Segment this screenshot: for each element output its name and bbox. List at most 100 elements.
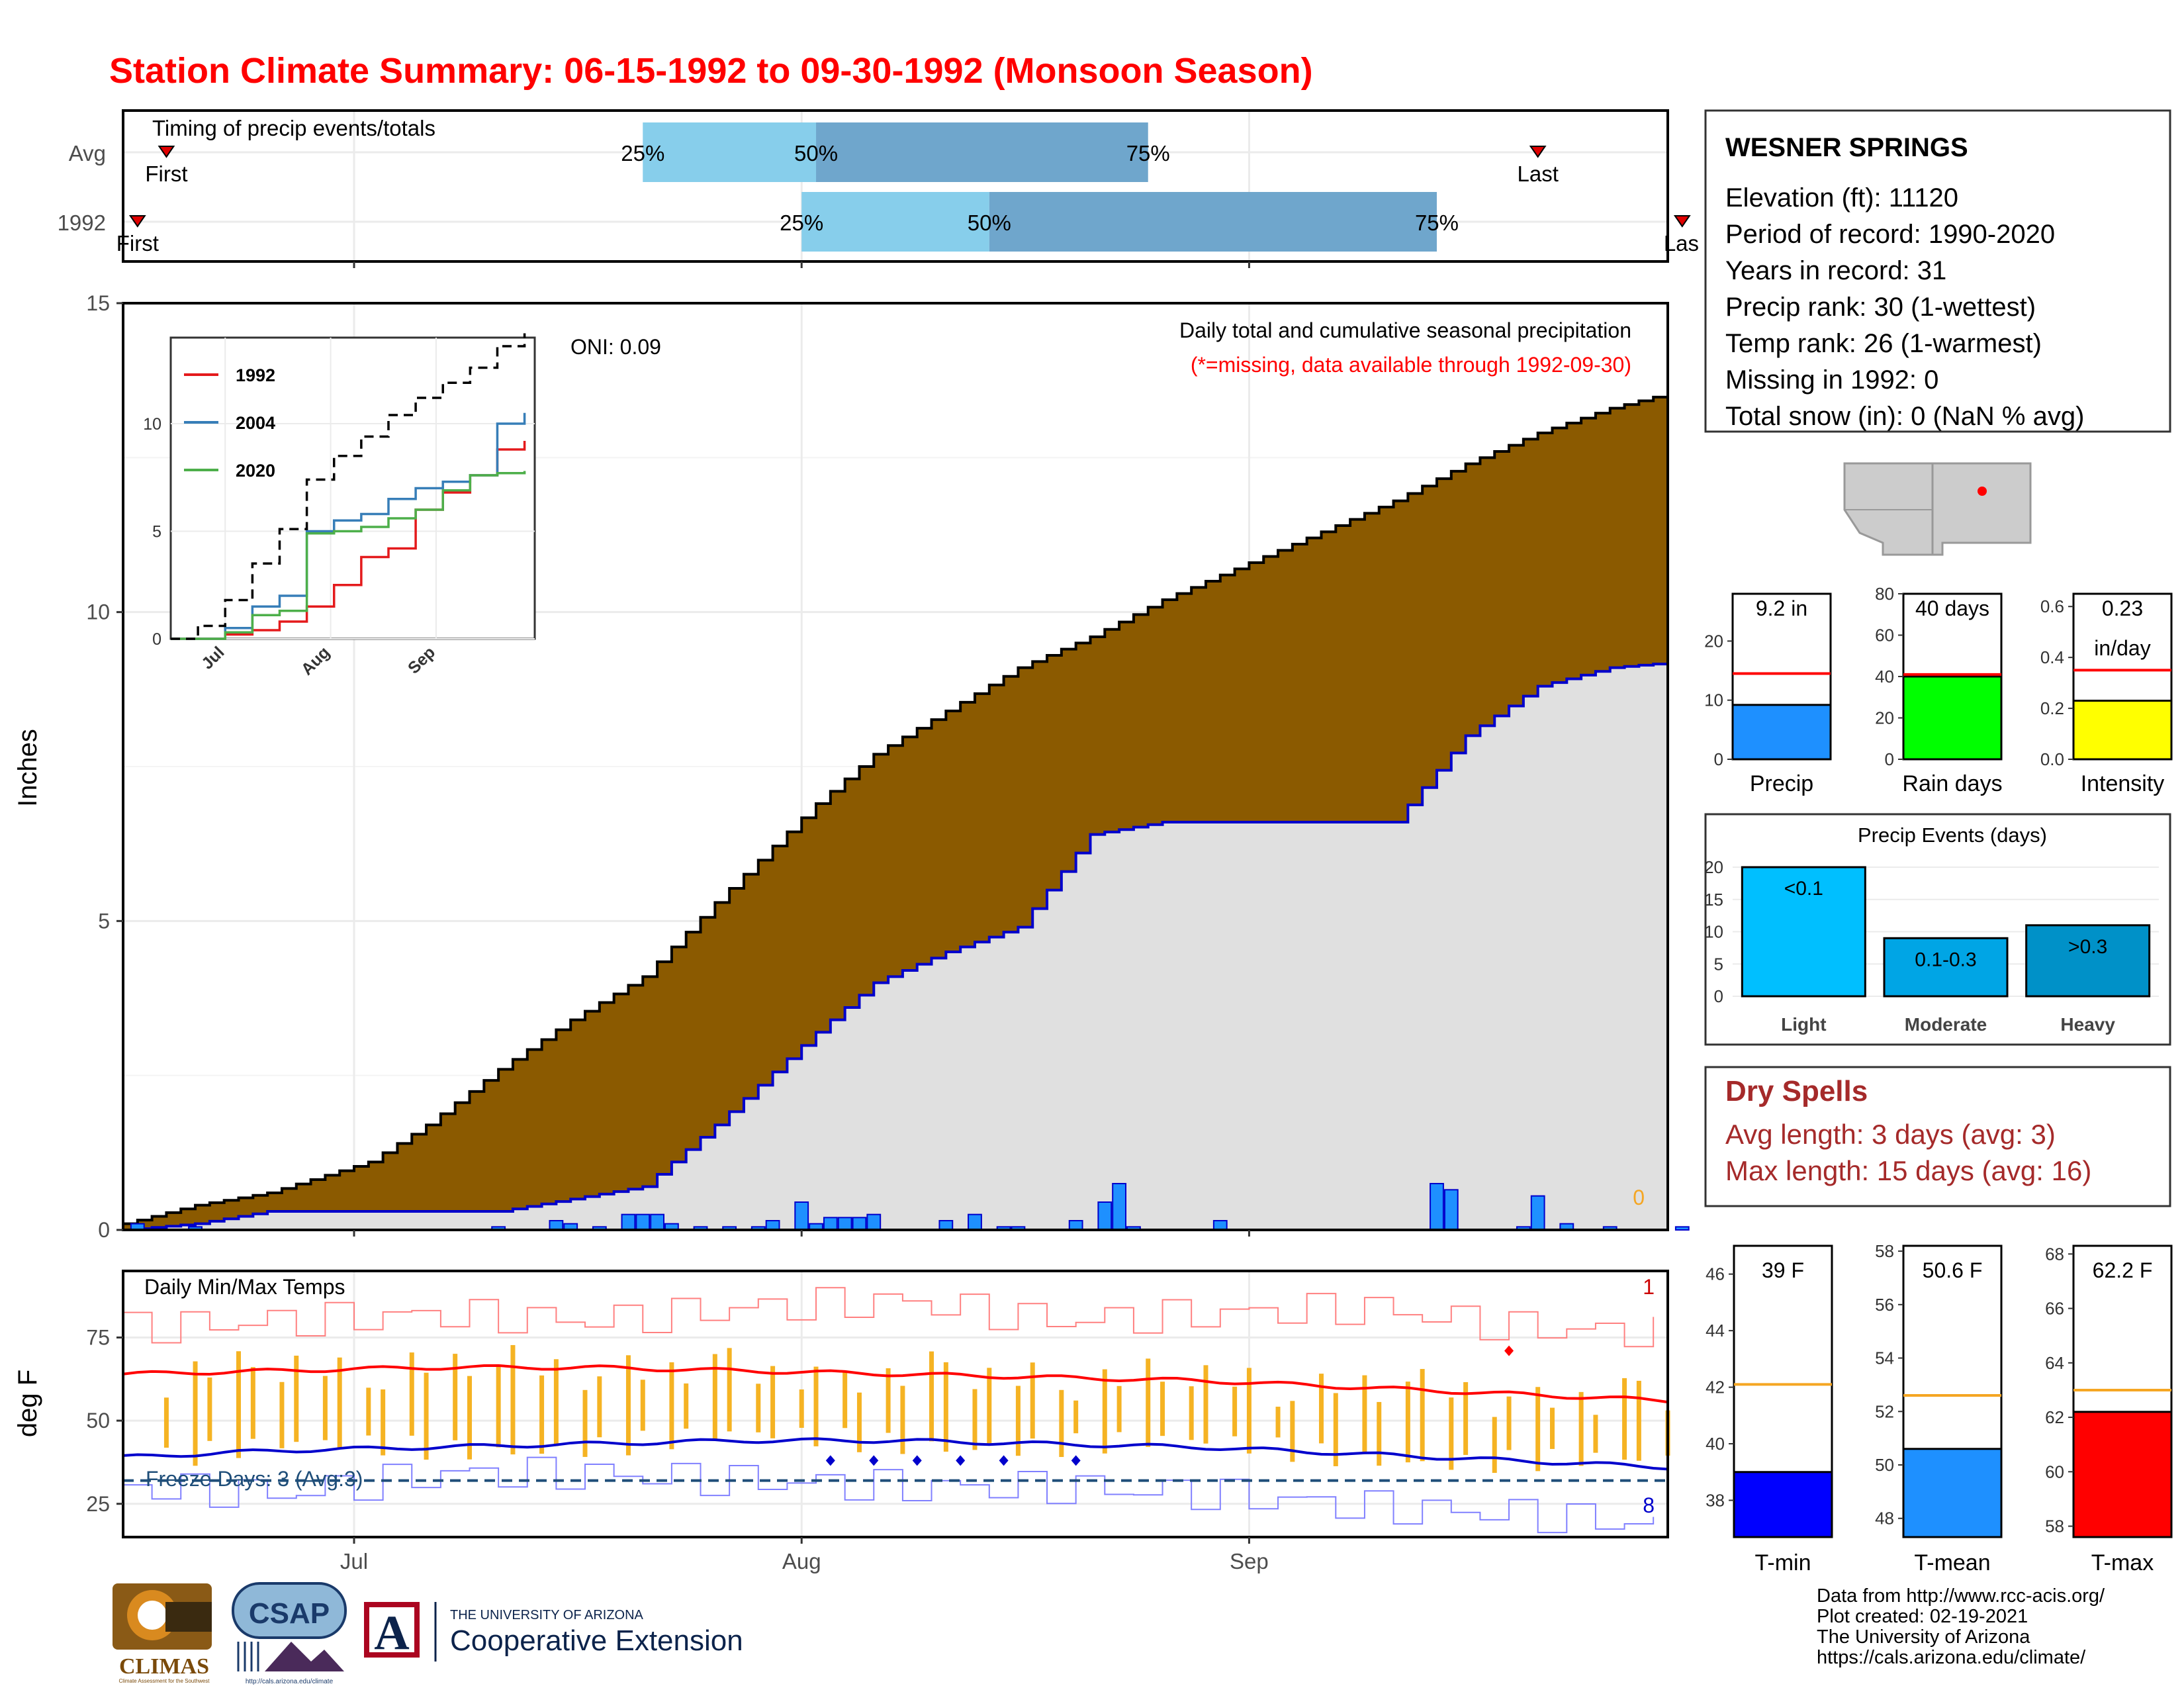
daily-temp-bar xyxy=(799,1389,804,1428)
events-tick-2: 10 xyxy=(1704,922,1723,942)
season-temp-charts: 38 40 42 44 46 39 F T-min 48 50 52 54 56 58 50.6 F T-m… xyxy=(1706,1241,2173,1575)
daily-temp-bar xyxy=(987,1368,992,1446)
daily-temp-bar xyxy=(1030,1362,1035,1439)
events-bar-0 xyxy=(1741,866,1866,998)
daily-temp-bar xyxy=(1318,1374,1324,1444)
daily-temp-bar xyxy=(1622,1378,1627,1460)
tmax-tick-label-0: 58 xyxy=(2045,1517,2064,1536)
footer-line-3: https://cals.arizona.edu/climate/ xyxy=(1817,1647,2086,1668)
daily-temp-bar xyxy=(886,1368,891,1433)
daily-temp-bar xyxy=(163,1397,169,1448)
daily-temp-bar xyxy=(929,1351,934,1442)
tmin-tick-label-2: 42 xyxy=(1706,1378,1725,1397)
avg-max-line xyxy=(122,1364,1668,1404)
tmin-tick-label-3: 44 xyxy=(1706,1321,1725,1340)
daily-temp-bar xyxy=(756,1383,761,1432)
daily-temp-bar xyxy=(366,1387,371,1436)
precip-zero-label: 0 xyxy=(1633,1186,1645,1209)
daily-temp-bar xyxy=(1593,1415,1598,1453)
inset-legend-2004: 2004 xyxy=(236,413,275,433)
daily-temp-bar xyxy=(1015,1385,1021,1456)
timing-row-1992: 1992 xyxy=(58,211,106,235)
temp-ytick-label-1: 50 xyxy=(86,1409,110,1432)
events-bar-label-0: <0.1 xyxy=(1784,878,1823,900)
tmean-bar xyxy=(1902,1448,2003,1538)
daily-temp-bar xyxy=(770,1366,776,1438)
daily-precip-bar xyxy=(852,1217,867,1231)
daily-temp-bar xyxy=(1463,1382,1469,1455)
precip-label: Precip xyxy=(1750,771,1813,796)
tmax-tick-label-5: 68 xyxy=(2045,1244,2064,1264)
tmax-bar xyxy=(2072,1411,2173,1538)
daily-temp-bar xyxy=(1073,1400,1079,1434)
main-ytick-label-1: 5 xyxy=(98,909,110,933)
tmin-tick-label-4: 46 xyxy=(1706,1264,1725,1284)
daily-precip-bar xyxy=(549,1220,564,1231)
daily-precip-bar xyxy=(794,1201,809,1231)
events-bar-1 xyxy=(1883,937,2009,998)
events-category-0: Light xyxy=(1781,1014,1826,1035)
dry-spells-avg: Avg length: 3 days (avg: 3) xyxy=(1725,1119,2056,1150)
daily-temp-bar xyxy=(727,1348,732,1432)
daily-temp-bar xyxy=(669,1362,674,1450)
freeze-day-marker xyxy=(956,1455,966,1466)
intensity-bar xyxy=(2072,700,2173,761)
timing-avg-last-label: Last xyxy=(1517,162,1558,186)
daily-temp-bar xyxy=(1203,1365,1208,1444)
rain_days-label: Rain days xyxy=(1902,771,2002,796)
footer: Data from http://www.rcc-acis.org/Plot c… xyxy=(113,1582,2105,1685)
dry-spells-max: Max length: 15 days (avg: 16) xyxy=(1725,1155,2091,1186)
tmean-tick-label-3: 54 xyxy=(1875,1348,1894,1368)
daily-temp-bar xyxy=(539,1375,545,1454)
temp-title: Daily Min/Max Temps xyxy=(144,1275,345,1299)
tmean-tick-label-2: 52 xyxy=(1875,1401,1894,1421)
climas-wordmark: CLIMAS xyxy=(119,1654,209,1679)
daily-precip-bar xyxy=(1530,1195,1545,1231)
daily-temp-bar xyxy=(1636,1380,1641,1461)
main-ytick-label-0: 0 xyxy=(98,1218,110,1242)
temp-frame xyxy=(122,1270,1669,1538)
daily-precip-bar xyxy=(866,1213,882,1231)
precip-tick-label-1: 10 xyxy=(1704,690,1723,710)
freeze-day-marker xyxy=(869,1455,879,1466)
timing-frame xyxy=(122,109,1669,263)
daily-precip-bar xyxy=(968,1213,982,1231)
daily-precip-bar xyxy=(1674,1226,1690,1231)
season-totals-charts: 0 10 20 9.2 in Precip 0 20 40 60 80 40 days Rain da… xyxy=(1704,584,2173,796)
temp-ytick-label-0: 25 xyxy=(86,1492,110,1516)
avg-min-line xyxy=(122,1437,1668,1471)
dry-spells-title: Dry Spells xyxy=(1725,1075,1868,1107)
tmax-label: T-max xyxy=(2091,1550,2154,1575)
daily-precip-bar xyxy=(938,1220,954,1231)
intensity-label: Intensity xyxy=(2081,771,2165,796)
footer-line-2: The University of Arizona xyxy=(1817,1626,2030,1648)
rain_days-value: 40 days xyxy=(1915,596,1989,620)
footer-line-0: Data from http://www.rcc-acis.org/ xyxy=(1817,1585,2105,1607)
footer-line-1: Plot created: 02-19-2021 xyxy=(1817,1606,2028,1627)
main-ytick-label-3: 15 xyxy=(86,291,110,315)
record-high-count: 1 xyxy=(1643,1275,1655,1299)
climas-logo: CLIMAS Climate Assessment for the Southw… xyxy=(113,1583,212,1684)
precip-panel: 0 5 10 15 Inches Daily total and cumulative… xyxy=(13,291,1690,1242)
tmin-value: 39 F xyxy=(1762,1258,1804,1282)
daily-temp-bar xyxy=(712,1354,717,1441)
daily-precip-bar xyxy=(621,1213,636,1231)
intensity-tick-label-2: 0.4 xyxy=(2040,647,2064,667)
daily-temp-bar xyxy=(1146,1358,1151,1447)
daily-precip-bar xyxy=(1068,1220,1083,1231)
daily-temp-bar xyxy=(467,1376,473,1460)
daily-precip-bar xyxy=(1443,1189,1459,1231)
daily-temp-bar xyxy=(381,1389,386,1456)
daily-precip-bar xyxy=(837,1217,852,1231)
main-ytick-label-2: 10 xyxy=(86,600,110,624)
inset-line-2020 xyxy=(171,471,526,640)
daily-temp-bar xyxy=(496,1365,501,1448)
timing-row-avg: Avg xyxy=(69,141,106,165)
timing-avg-iqr-high xyxy=(816,122,1148,182)
daily-temp-bar xyxy=(640,1380,645,1431)
daily-temp-bar xyxy=(1377,1401,1382,1466)
oni-label: ONI: 0.09 xyxy=(570,335,661,359)
observed-cumulative-area xyxy=(123,663,1669,1231)
station-name: WESNER SPRINGS xyxy=(1725,133,1968,162)
